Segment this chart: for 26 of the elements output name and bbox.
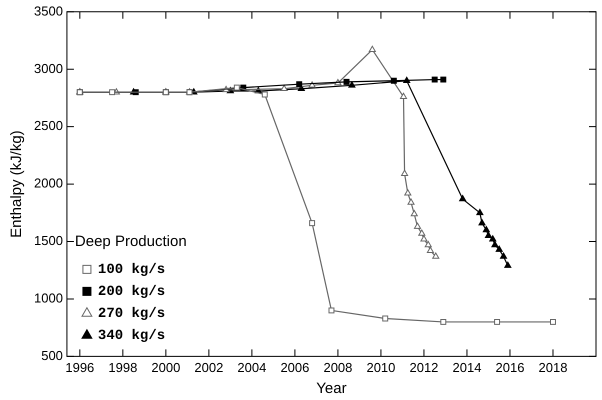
y-tick-label: 2000	[34, 176, 63, 191]
legend-label: 340 kg/s	[98, 328, 166, 344]
x-tick-label: 1996	[65, 360, 94, 375]
x-tick-label: 2012	[409, 360, 438, 375]
x-tick-label: 2002	[194, 360, 224, 375]
x-axis-title: Year	[316, 380, 347, 398]
y-tick-label: 1500	[34, 233, 63, 248]
legend-title: Deep Production	[74, 233, 187, 250]
y-tick-label: 3000	[34, 60, 63, 76]
y-axis-title: Enthalpy (kJ/kg)	[8, 130, 26, 238]
x-tick-label: 2006	[280, 360, 310, 375]
x-tick-label: 2004	[237, 360, 266, 375]
legend-label: 270 kg/s	[98, 306, 166, 322]
y-tick-label: 500	[41, 348, 63, 363]
x-tick-label: 1998	[108, 360, 138, 375]
legend-label: 100 kg/s	[98, 262, 166, 278]
y-tick-label: 1000	[34, 290, 63, 306]
x-tick-label: 2016	[496, 360, 524, 375]
x-tick-label: 2010	[366, 360, 396, 375]
x-tick-label: 2014	[452, 360, 482, 375]
x-tick-label: 2000	[151, 360, 180, 375]
x-tick-label: 2008	[323, 360, 352, 375]
legend-label: 200 kg/s	[98, 284, 166, 300]
y-tick-label: 2500	[34, 118, 63, 134]
x-tick-label: 2018	[538, 360, 568, 375]
y-tick-label: 3500	[34, 3, 63, 18]
